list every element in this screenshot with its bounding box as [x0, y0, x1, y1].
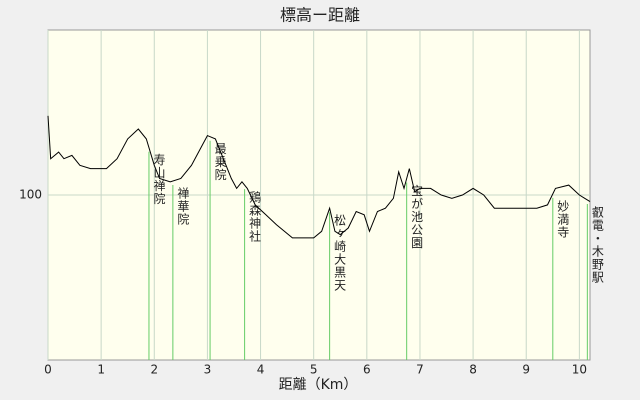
landmark-label: 寿山禅院 — [152, 153, 166, 205]
y-tick-label: 100 — [19, 188, 42, 202]
x-tick-label: 7 — [416, 363, 424, 377]
x-tick-label: 0 — [44, 363, 52, 377]
x-tick-label: 10 — [572, 363, 587, 377]
x-tick-label: 3 — [204, 363, 212, 377]
landmark-label: 叡電・木野駅 — [590, 205, 604, 284]
x-axis-label: 距離（Km） — [279, 376, 358, 393]
x-tick-label: 8 — [469, 363, 477, 377]
x-tick-label: 4 — [257, 363, 265, 377]
landmark-label: 宝が池公園 — [410, 184, 424, 249]
landmark-label: 最乗院 — [213, 142, 227, 181]
landmark-label: 松ヶ崎大黒天 — [333, 214, 347, 292]
landmark-label: 禅華院 — [176, 187, 190, 226]
landmark-label: 鶏森神社 — [248, 191, 262, 243]
elevation-line — [47, 115, 591, 239]
chart-title: 標高ー距離 — [280, 6, 360, 25]
x-tick-label: 9 — [522, 363, 530, 377]
x-tick-label: 6 — [363, 363, 371, 377]
x-tick-label: 2 — [150, 363, 158, 377]
x-tick-label: 5 — [310, 363, 318, 377]
landmark-label: 妙満寺 — [556, 199, 570, 238]
x-tick-label: 1 — [97, 363, 105, 377]
